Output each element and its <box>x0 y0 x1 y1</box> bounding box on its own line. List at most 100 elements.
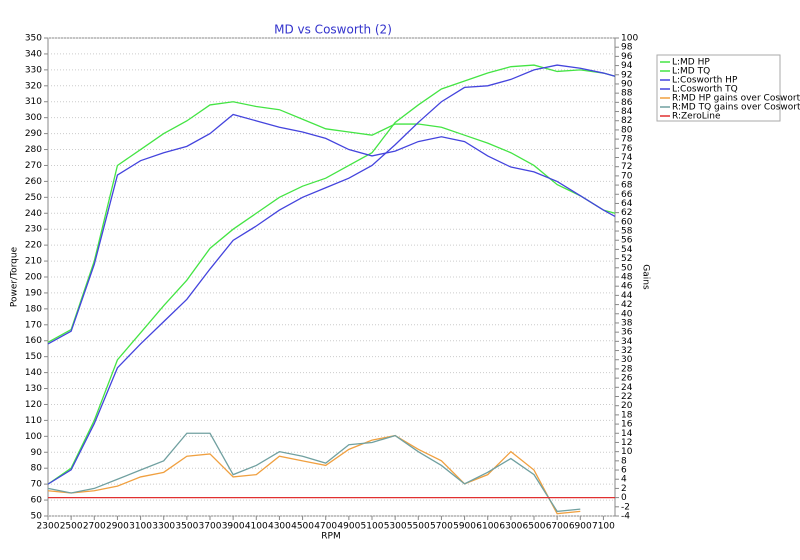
y2-tick-label: 90 <box>621 79 633 89</box>
y-tick-label: 120 <box>25 400 42 410</box>
x-tick-label: 5500 <box>407 522 430 532</box>
y-tick-label: 240 <box>25 209 42 219</box>
y2-tick-label: 52 <box>621 254 632 264</box>
y2-tick-label: 100 <box>621 34 638 44</box>
x-tick-label: 3300 <box>152 522 175 532</box>
y2-tick-label: 20 <box>621 401 633 411</box>
y2-tick-label: 32 <box>621 346 632 356</box>
y-tick-label: 180 <box>25 304 42 314</box>
x-tick-label: 6700 <box>546 522 569 532</box>
y-tick-label: 110 <box>25 416 42 426</box>
series-line <box>47 432 581 513</box>
x-tick-label: 2500 <box>60 522 83 532</box>
y-tick-label: 290 <box>25 129 42 139</box>
y2-tick-label: 4 <box>621 475 627 485</box>
series-line <box>47 64 616 485</box>
y-tick-label: 140 <box>25 368 42 378</box>
y-tick-label: 170 <box>25 320 42 330</box>
y2-tick-label: 46 <box>621 282 633 292</box>
x-tick-label: 3700 <box>199 522 222 532</box>
x-tick-label: 6500 <box>523 522 546 532</box>
y-tick-label: 190 <box>25 288 42 298</box>
x-tick-label: 6300 <box>499 522 522 532</box>
y-tick-label: 90 <box>31 448 43 458</box>
y2-tick-label: 24 <box>621 383 633 393</box>
legend-label: L:Cosworth TQ <box>672 85 738 95</box>
y2-tick-label: 6 <box>621 466 627 476</box>
x-tick-label: 3900 <box>222 522 245 532</box>
x-tick-label: 3500 <box>175 522 198 532</box>
x-tick-label: 5700 <box>430 522 453 532</box>
x-axis-title: RPM <box>321 532 340 542</box>
y-tick-label: 100 <box>25 432 42 442</box>
y2-tick-label: 30 <box>621 355 633 365</box>
x-tick-label: 4900 <box>337 522 360 532</box>
y2-tick-label: 84 <box>621 107 633 117</box>
y-tick-label: 150 <box>25 352 42 362</box>
y2-tick-label: 40 <box>621 309 633 319</box>
y2-tick-label: 88 <box>621 89 633 99</box>
series-line <box>47 113 616 345</box>
x-tick-label: 4300 <box>268 522 291 532</box>
y-tick-label: 270 <box>25 161 42 171</box>
x-tick-label: 5900 <box>453 522 476 532</box>
y2-tick-label: 2 <box>621 484 627 494</box>
y2-tick-label: 50 <box>621 263 633 273</box>
y-tick-label: 300 <box>25 113 42 123</box>
y2-tick-label: 80 <box>621 125 633 135</box>
y2-tick-label: 22 <box>621 392 632 402</box>
y-tick-label: 280 <box>25 145 42 155</box>
y-axis-title: Power/Torque <box>10 246 20 307</box>
y2-tick-label: 76 <box>621 144 633 154</box>
y2-tick-label: 34 <box>621 337 633 347</box>
y-tick-label: 60 <box>31 496 43 506</box>
y2-tick-label: 18 <box>621 410 633 420</box>
y2-axis-title: Gains <box>641 264 651 290</box>
y2-tick-label: 60 <box>621 217 633 227</box>
y-tick-label: 210 <box>25 257 42 267</box>
series-line <box>47 101 616 343</box>
y2-tick-label: 12 <box>621 438 632 448</box>
y2-tick-label: 28 <box>621 364 633 374</box>
y-tick-label: 130 <box>25 384 42 394</box>
y-tick-label: 200 <box>25 273 42 283</box>
x-tick-label: 4700 <box>314 522 337 532</box>
y-tick-label: 260 <box>25 177 42 187</box>
y-tick-label: 320 <box>25 81 42 91</box>
x-tick-label: 5100 <box>361 522 384 532</box>
y2-tick-label: 44 <box>621 291 633 301</box>
y2-tick-label: 78 <box>621 135 633 145</box>
y2-tick-label: 54 <box>621 245 633 255</box>
legend-label: R:MD HP gains over Cosworth <box>672 94 800 104</box>
y2-tick-label: 62 <box>621 208 632 218</box>
y2-tick-label: 36 <box>621 328 633 338</box>
y-tick-label: 70 <box>31 480 43 490</box>
y2-tick-label: 38 <box>621 318 633 328</box>
y2-tick-label: 82 <box>621 116 632 126</box>
series-line <box>47 434 581 515</box>
y-tick-label: 340 <box>25 49 42 59</box>
y-tick-label: 230 <box>25 225 42 235</box>
y2-tick-label: 96 <box>621 52 633 62</box>
y2-tick-label: 14 <box>621 429 633 439</box>
y2-tick-label: 42 <box>621 300 632 310</box>
y2-tick-label: -2 <box>621 502 630 512</box>
x-tick-label: 6100 <box>476 522 499 532</box>
x-tick-label: 3100 <box>129 522 152 532</box>
x-tick-label: 4100 <box>245 522 268 532</box>
x-tick-label: 2300 <box>37 522 60 532</box>
y2-tick-label: 16 <box>621 420 633 430</box>
legend-label: L:MD HP <box>672 58 710 68</box>
y-tick-label: 160 <box>25 336 42 346</box>
series-line <box>47 64 616 485</box>
y2-tick-label: 92 <box>621 70 632 80</box>
y2-tick-label: 94 <box>621 61 633 71</box>
y-tick-label: 50 <box>31 512 43 522</box>
x-tick-label: 2700 <box>83 522 106 532</box>
y2-tick-label: 8 <box>621 456 627 466</box>
y2-tick-label: 74 <box>621 153 633 163</box>
y2-tick-label: 26 <box>621 374 633 384</box>
chart-title: MD vs Cosworth (2) <box>274 23 392 37</box>
legend-label: L:MD TQ <box>672 67 710 77</box>
